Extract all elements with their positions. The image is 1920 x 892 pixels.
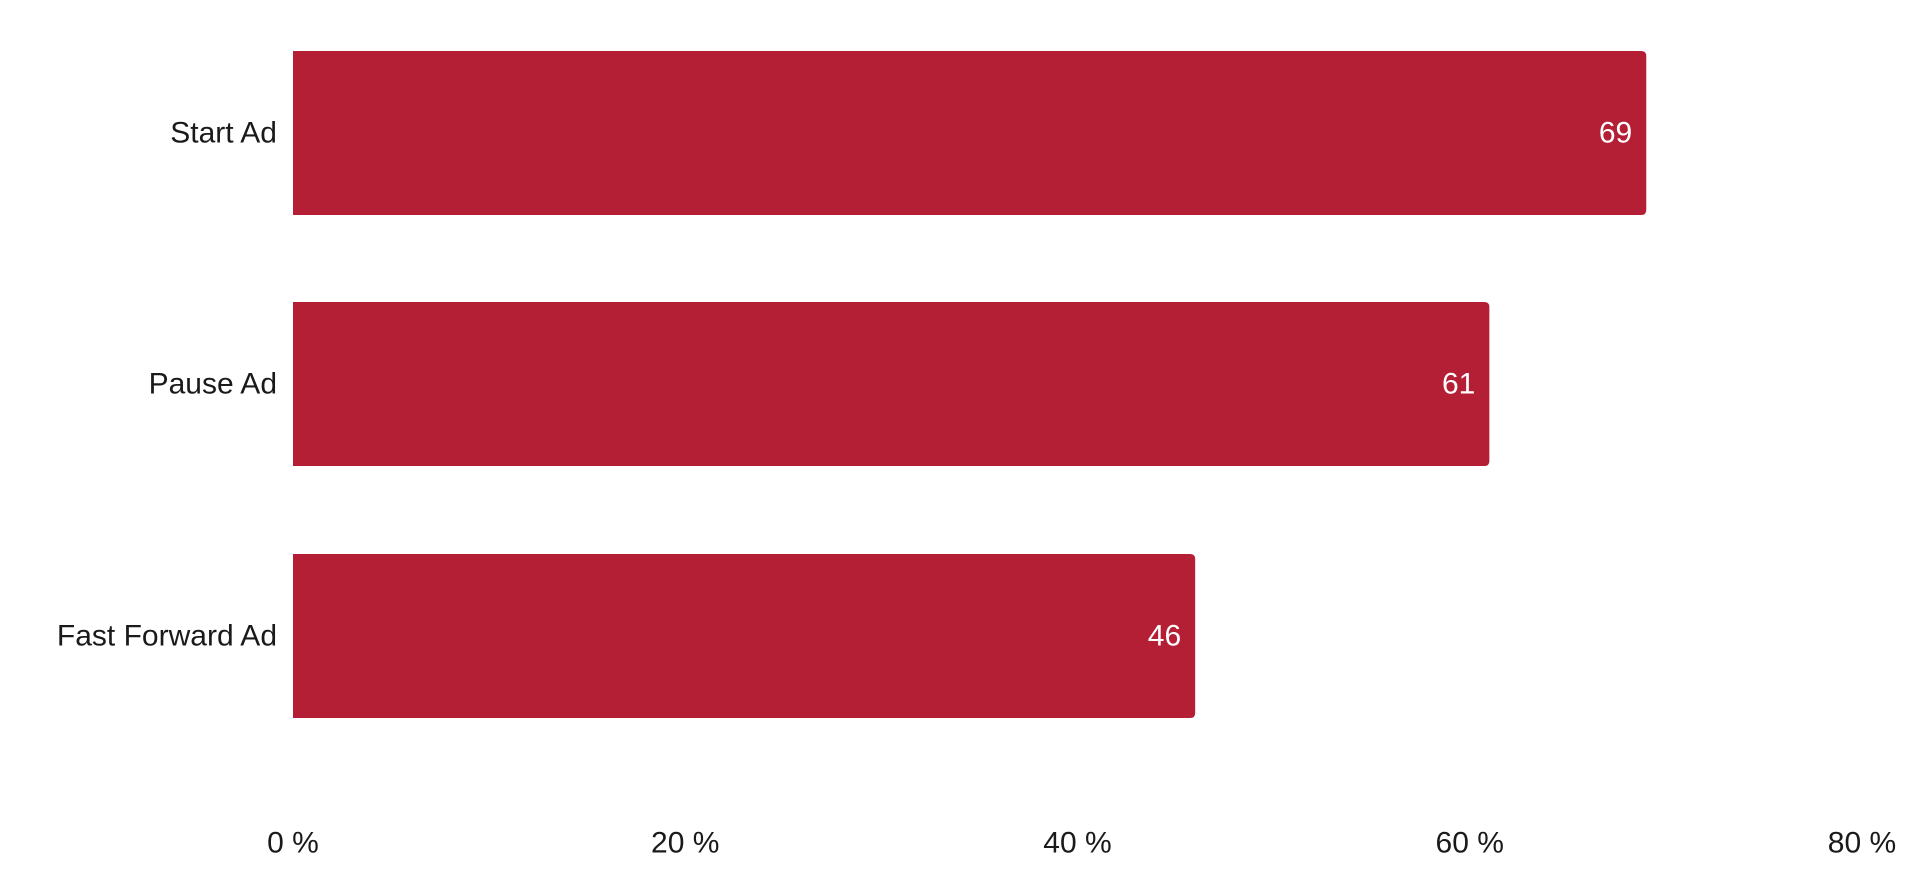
value-label: 61 [1442,368,1475,401]
x-tick-label: 60 % [1436,827,1504,860]
value-label: 69 [1599,117,1632,150]
category-labels-group: Start Ad Pause Ad Fast Forward Ad [57,117,277,653]
x-tick-label: 0 % [267,827,319,860]
bars-group [293,51,1647,718]
x-tick-label: 20 % [651,827,719,860]
category-label: Pause Ad [149,368,277,401]
bar-pause-ad [293,302,1490,466]
x-tick-label: 80 % [1828,827,1896,860]
category-label: Start Ad [170,117,277,150]
x-tick-label: 40 % [1043,827,1111,860]
category-label: Fast Forward Ad [57,620,277,653]
value-label: 46 [1148,620,1181,653]
bar-start-ad [293,51,1647,215]
x-axis-tick-labels: 0 % 20 % 40 % 60 % 80 % [267,827,1896,860]
bar-fast-forward-ad [293,554,1196,718]
value-labels-group: 69 61 46 [1148,117,1632,653]
